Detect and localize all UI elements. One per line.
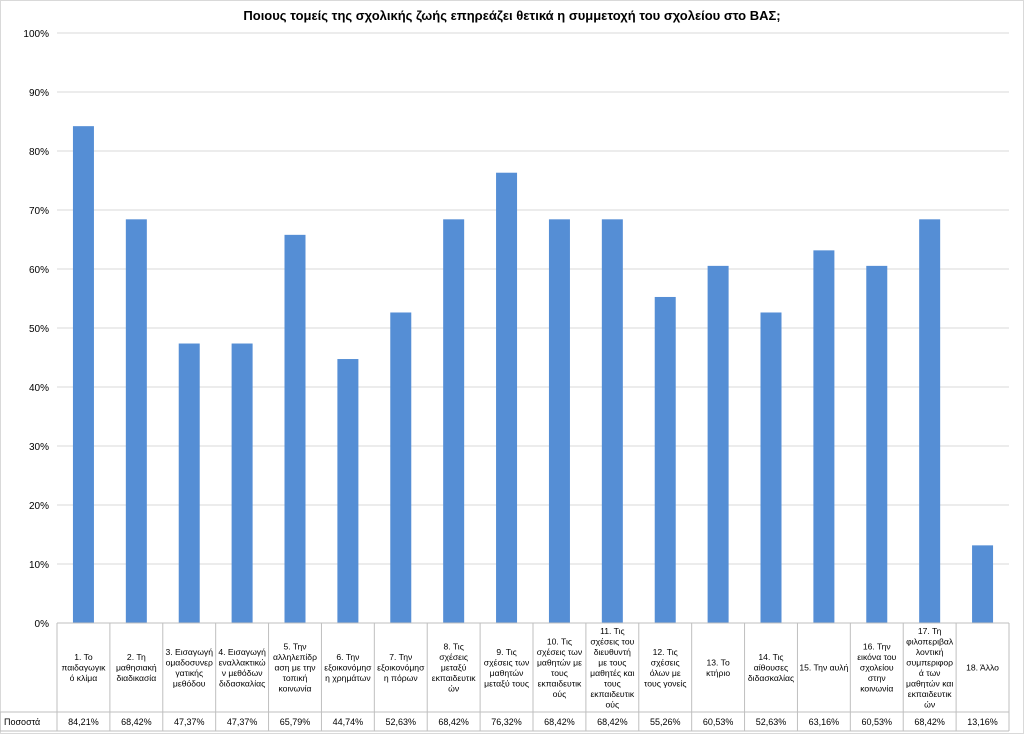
y-tick-label: 20%: [29, 501, 49, 512]
data-value-label: 68,42%: [914, 717, 945, 727]
bar: [813, 250, 835, 623]
data-value-label: 68,42%: [121, 717, 152, 727]
data-value-label: 68,42%: [597, 717, 628, 727]
x-category-label: 14. Τις αίθουσες διδασκαλίας: [748, 652, 794, 683]
data-value-label: 76,32%: [491, 717, 522, 727]
data-value-label: 13,16%: [967, 717, 998, 727]
x-category-label: 1. Το παιδαγωγικ ό κλίμα: [61, 652, 106, 683]
x-category-label: 8. Τις σχέσεις μεταξύ εκπαιδευτικ ών: [432, 642, 476, 694]
bar: [972, 545, 994, 623]
bar: [601, 219, 623, 623]
x-category-label: 11. Τις σχέσεις του διευθυντή με τους μαθητέ…: [590, 626, 635, 710]
bar: [125, 219, 147, 623]
x-category-label: 2. Τη μαθησιακή διαδικασία: [116, 652, 157, 683]
bar: [178, 343, 200, 623]
x-category-label: 5. Την αλληλεπίδρ αση με την τοπική κοινωνία: [273, 642, 317, 694]
x-category-label: 6. Την εξοικονόμησ η χρημάτων: [324, 652, 372, 683]
data-value-label: 52,63%: [756, 717, 787, 727]
x-category-label: 4. Εισαγωγή εναλλακτικώ ν μεθόδων διδασκαλί…: [218, 647, 266, 689]
bar: [548, 219, 570, 623]
bar: [284, 234, 306, 624]
x-category-label: 13. Το κτήριο: [706, 657, 730, 678]
data-value-label: 52,63%: [386, 717, 417, 727]
x-category-label: 7. Την εξοικονόμησ η πόρων: [377, 652, 425, 683]
y-tick-label: 60%: [29, 265, 49, 276]
series-name-label: Ποσοστά: [4, 717, 40, 727]
chart-title: Ποιους τομείς της σχολικής ζωής επηρεάζε…: [243, 8, 781, 23]
data-value-label: 44,74%: [333, 717, 364, 727]
data-value-label: 47,37%: [174, 717, 205, 727]
x-category-label: 12. Τις σχέσεις όλων με τους γονείς: [644, 647, 687, 689]
bar: [390, 312, 412, 623]
bar: [496, 172, 518, 623]
y-tick-label: 50%: [29, 324, 49, 335]
data-value-label: 68,42%: [544, 717, 575, 727]
bar: [654, 296, 676, 623]
data-value-label: 60,53%: [703, 717, 734, 727]
data-value-label: 63,16%: [809, 717, 840, 727]
bar: [707, 265, 729, 623]
x-category-label: 18. Άλλο: [966, 663, 999, 673]
bar: [866, 265, 888, 623]
bar: [760, 312, 782, 623]
y-tick-label: 30%: [29, 442, 49, 453]
y-tick-label: 80%: [29, 147, 49, 158]
x-category-label: 10. Τις σχέσεις των μαθητών με τους εκπαιδευ…: [537, 636, 583, 699]
y-tick-label: 90%: [29, 88, 49, 99]
x-category-label: 15. Την αυλή: [799, 663, 848, 673]
x-category-label: 3. Εισαγωγή ομαδοσυνερ γατικής μεθόδου: [165, 647, 213, 689]
y-tick-label: 100%: [23, 29, 49, 40]
data-value-label: 68,42%: [438, 717, 469, 727]
data-value-label: 55,26%: [650, 717, 681, 727]
data-value-label: 84,21%: [68, 717, 99, 727]
x-category-label: 16. Την εικόνα του σχολείου στην κοινωνία: [857, 642, 896, 694]
x-category-label: 17. Τη φιλοπεριβαλ λοντική συμπεριφορ ά των μ…: [906, 626, 954, 710]
y-tick-label: 10%: [29, 560, 49, 571]
bar: [231, 343, 253, 623]
bar: [919, 219, 941, 623]
bar: [337, 359, 359, 623]
y-tick-label: 40%: [29, 383, 49, 394]
y-tick-label: 70%: [29, 206, 49, 217]
bar: [72, 126, 94, 623]
data-value-label: 60,53%: [862, 717, 893, 727]
x-category-label: 9. Τις σχέσεις των μαθητών μεταξύ τους: [484, 647, 530, 689]
data-value-label: 47,37%: [227, 717, 258, 727]
bar: [443, 219, 465, 623]
y-tick-label: 0%: [35, 619, 50, 630]
data-value-label: 65,79%: [280, 717, 311, 727]
